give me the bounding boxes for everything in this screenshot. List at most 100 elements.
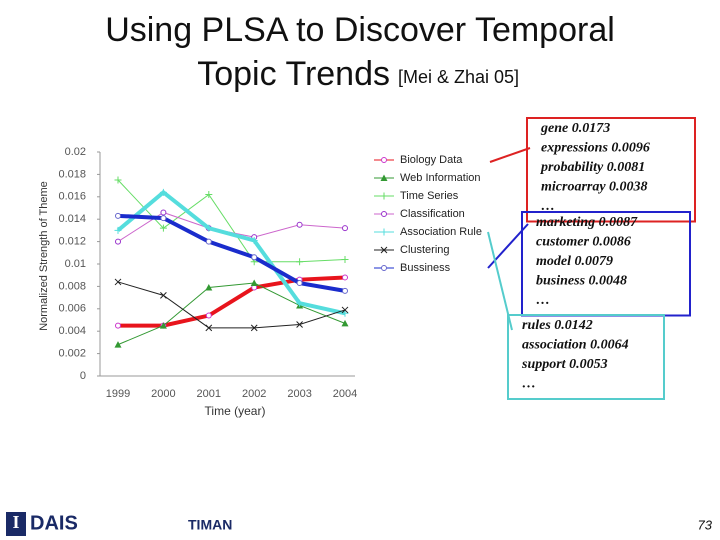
callout-text: rules 0.0142 <box>522 318 593 333</box>
callout-text: microarray 0.0038 <box>541 180 648 195</box>
legend-marker <box>380 174 388 181</box>
y-tick-label: 0.012 <box>58 236 86 248</box>
legend-label: Bussiness <box>400 262 451 274</box>
data-point <box>341 319 349 327</box>
legend-label: Clustering <box>400 244 450 256</box>
data-point <box>296 299 304 307</box>
data-point <box>159 322 167 329</box>
callout-text: customer 0.0086 <box>536 235 631 250</box>
title: Topic Trends <box>197 55 390 93</box>
data-point <box>115 212 121 219</box>
callout-text: probability 0.0081 <box>540 160 645 175</box>
data-point <box>160 215 167 222</box>
series-line <box>117 282 346 346</box>
data-point <box>296 280 303 287</box>
data-point <box>342 225 348 232</box>
data-point <box>296 258 304 266</box>
y-tick-label: 0.016 <box>58 191 86 203</box>
logo-mark: I <box>12 512 19 532</box>
series-line <box>116 189 346 316</box>
data-point <box>342 274 348 281</box>
callout-text: … <box>536 293 550 308</box>
y-tick-label: 0.01 <box>65 258 86 270</box>
data-point <box>250 324 258 332</box>
data-point <box>115 238 121 245</box>
y-tick-label: 0 <box>80 370 86 382</box>
series-line <box>117 213 346 293</box>
data-point <box>296 321 303 328</box>
callout-text: marketing 0.0087 <box>536 215 638 230</box>
data-point <box>341 256 349 264</box>
x-tick-label: 1999 <box>106 388 130 400</box>
data-point <box>159 224 167 232</box>
title: Using PLSA to Discover Temporal <box>105 11 615 49</box>
x-tick-label: 2004 <box>333 388 357 400</box>
y-tick-label: 0.002 <box>58 348 86 360</box>
callout-text: … <box>522 377 536 392</box>
x-axis-label: Time (year) <box>205 404 266 418</box>
legend-marker <box>381 265 387 271</box>
data-point <box>114 176 122 184</box>
series-line <box>118 275 346 328</box>
callout-text: model 0.0079 <box>536 254 613 269</box>
data-point <box>296 221 303 228</box>
data-point <box>251 254 258 261</box>
legend-marker <box>380 192 388 200</box>
x-tick-label: 2000 <box>151 388 175 400</box>
series-line <box>117 281 346 329</box>
legend-marker <box>380 228 388 236</box>
connector <box>489 147 531 163</box>
callout-text: … <box>541 199 555 214</box>
citation: [Mei & Zhai 05] <box>398 67 519 87</box>
y-tick-label: 0.014 <box>58 213 86 225</box>
legend-label: Biology Data <box>400 154 463 166</box>
y-tick-label: 0.018 <box>58 168 86 180</box>
data-point <box>160 209 167 216</box>
legend-label: Time Series <box>400 190 459 202</box>
x-tick-label: 2002 <box>242 388 266 400</box>
data-point <box>159 188 167 196</box>
data-point <box>205 238 212 245</box>
callout-box <box>507 314 665 400</box>
callout-text: association 0.0064 <box>522 338 629 353</box>
page-number: 73 <box>698 517 713 532</box>
legend-marker <box>381 211 387 217</box>
data-point <box>250 236 258 244</box>
x-tick-label: 2003 <box>287 388 311 400</box>
data-point <box>114 341 122 348</box>
data-point <box>160 292 167 299</box>
logo: DAIS <box>30 512 78 534</box>
data-point <box>114 226 122 234</box>
series-line <box>117 179 346 263</box>
legend-label: Web Information <box>400 172 481 184</box>
y-tick-label: 0.008 <box>58 280 86 292</box>
data-point <box>205 324 213 332</box>
y-axis-label: Normalized Strength of Theme <box>38 181 50 331</box>
data-point <box>205 224 213 232</box>
y-tick-label: 0.004 <box>58 325 86 337</box>
data-point <box>115 322 121 329</box>
logo-mark <box>6 512 26 536</box>
connector <box>487 231 513 331</box>
data-point <box>250 279 258 287</box>
data-point <box>205 312 212 319</box>
legend-marker <box>381 157 387 163</box>
data-point <box>205 191 213 199</box>
legend-label: Classification <box>400 208 465 220</box>
data-point <box>341 309 349 317</box>
logo: TIMAN <box>188 517 232 533</box>
legend-label: Association Rule <box>400 226 482 238</box>
data-point <box>114 278 122 286</box>
data-point <box>342 287 348 294</box>
y-tick-label: 0.006 <box>58 303 86 315</box>
callout-text: support 0.0053 <box>521 357 608 372</box>
data-point <box>341 306 349 314</box>
data-point <box>205 284 213 291</box>
y-tick-label: 0.02 <box>65 146 86 158</box>
legend-marker <box>380 246 388 254</box>
callout-text: business 0.0048 <box>536 274 627 289</box>
callout-text: expressions 0.0096 <box>541 141 650 156</box>
callout-box <box>526 117 696 223</box>
x-tick-label: 2001 <box>197 388 221 400</box>
